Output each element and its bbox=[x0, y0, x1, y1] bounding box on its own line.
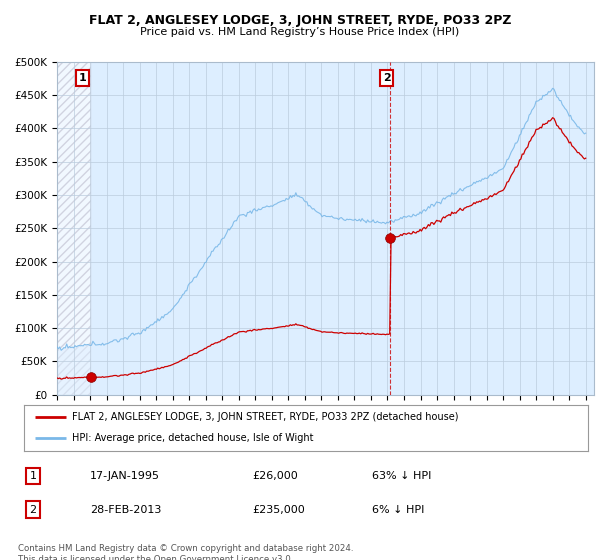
Text: 63% ↓ HPI: 63% ↓ HPI bbox=[372, 471, 431, 481]
Text: Contains HM Land Registry data © Crown copyright and database right 2024.
This d: Contains HM Land Registry data © Crown c… bbox=[18, 544, 353, 560]
Text: FLAT 2, ANGLESEY LODGE, 3, JOHN STREET, RYDE, PO33 2PZ: FLAT 2, ANGLESEY LODGE, 3, JOHN STREET, … bbox=[89, 14, 511, 27]
Text: £235,000: £235,000 bbox=[252, 505, 305, 515]
Text: 17-JAN-1995: 17-JAN-1995 bbox=[90, 471, 160, 481]
Text: 28-FEB-2013: 28-FEB-2013 bbox=[90, 505, 161, 515]
Text: 2: 2 bbox=[383, 73, 391, 83]
Text: Price paid vs. HM Land Registry’s House Price Index (HPI): Price paid vs. HM Land Registry’s House … bbox=[140, 27, 460, 37]
Text: 2: 2 bbox=[29, 505, 37, 515]
Text: 6% ↓ HPI: 6% ↓ HPI bbox=[372, 505, 424, 515]
Text: 1: 1 bbox=[29, 471, 37, 481]
Text: FLAT 2, ANGLESEY LODGE, 3, JOHN STREET, RYDE, PO33 2PZ (detached house): FLAT 2, ANGLESEY LODGE, 3, JOHN STREET, … bbox=[72, 412, 458, 422]
Text: 1: 1 bbox=[79, 73, 86, 83]
Text: HPI: Average price, detached house, Isle of Wight: HPI: Average price, detached house, Isle… bbox=[72, 433, 313, 444]
Text: £26,000: £26,000 bbox=[252, 471, 298, 481]
